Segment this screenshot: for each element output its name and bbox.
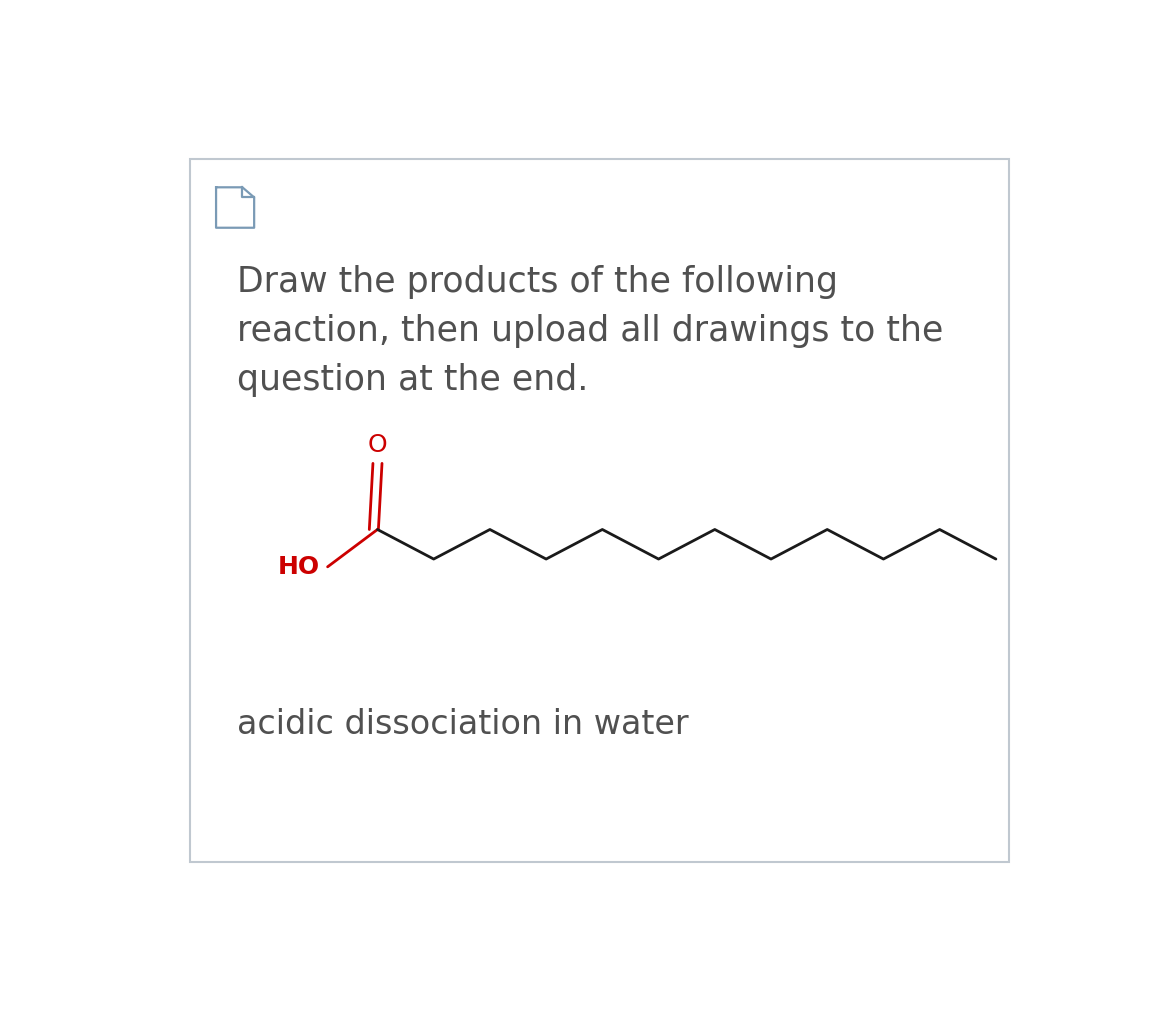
Text: O: O — [367, 433, 387, 458]
Text: acidic dissociation in water: acidic dissociation in water — [236, 708, 689, 741]
FancyBboxPatch shape — [190, 159, 1010, 862]
Text: HO: HO — [278, 554, 321, 579]
Text: Draw the products of the following
reaction, then upload all drawings to the
que: Draw the products of the following react… — [236, 265, 943, 397]
